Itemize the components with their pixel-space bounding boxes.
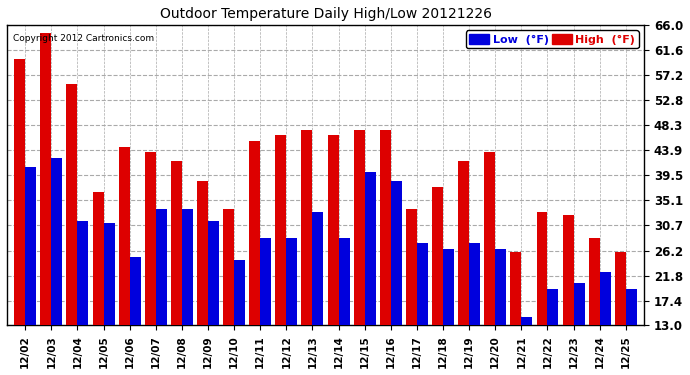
Bar bbox=[51, 158, 62, 326]
Bar bbox=[14, 59, 26, 326]
Bar bbox=[573, 283, 584, 326]
Bar bbox=[234, 260, 245, 326]
Bar bbox=[260, 237, 271, 326]
Bar bbox=[626, 289, 637, 326]
Title: Outdoor Temperature Daily High/Low 20121226: Outdoor Temperature Daily High/Low 20121… bbox=[159, 7, 491, 21]
Bar bbox=[197, 181, 208, 326]
Legend: Low  (°F), High  (°F): Low (°F), High (°F) bbox=[466, 30, 638, 48]
Bar bbox=[391, 181, 402, 326]
Bar bbox=[417, 243, 428, 326]
Bar bbox=[589, 237, 600, 326]
Bar bbox=[156, 209, 167, 326]
Bar bbox=[77, 220, 88, 326]
Bar bbox=[145, 153, 156, 326]
Bar bbox=[104, 224, 115, 326]
Bar bbox=[92, 192, 104, 326]
Bar bbox=[354, 130, 365, 326]
Bar bbox=[443, 249, 454, 326]
Bar bbox=[432, 186, 443, 326]
Bar bbox=[223, 209, 234, 326]
Bar bbox=[495, 249, 506, 326]
Bar bbox=[406, 209, 417, 326]
Bar bbox=[469, 243, 480, 326]
Bar bbox=[522, 317, 532, 326]
Bar bbox=[328, 135, 339, 326]
Bar bbox=[171, 161, 182, 326]
Bar bbox=[313, 212, 324, 326]
Bar bbox=[26, 166, 36, 326]
Bar bbox=[286, 237, 297, 326]
Bar bbox=[547, 289, 558, 326]
Bar bbox=[537, 212, 547, 326]
Bar bbox=[365, 172, 375, 326]
Bar bbox=[380, 130, 391, 326]
Bar bbox=[484, 153, 495, 326]
Bar bbox=[600, 272, 611, 326]
Bar bbox=[208, 220, 219, 326]
Text: Copyright 2012 Cartronics.com: Copyright 2012 Cartronics.com bbox=[13, 34, 155, 43]
Bar bbox=[119, 147, 130, 326]
Bar bbox=[130, 257, 141, 326]
Bar bbox=[302, 130, 313, 326]
Bar bbox=[41, 33, 51, 326]
Bar bbox=[182, 209, 193, 326]
Bar bbox=[458, 161, 469, 326]
Bar bbox=[275, 135, 286, 326]
Bar bbox=[615, 252, 626, 326]
Bar bbox=[511, 252, 522, 326]
Bar bbox=[66, 84, 77, 326]
Bar bbox=[562, 215, 573, 326]
Bar bbox=[249, 141, 260, 326]
Bar bbox=[339, 237, 350, 326]
